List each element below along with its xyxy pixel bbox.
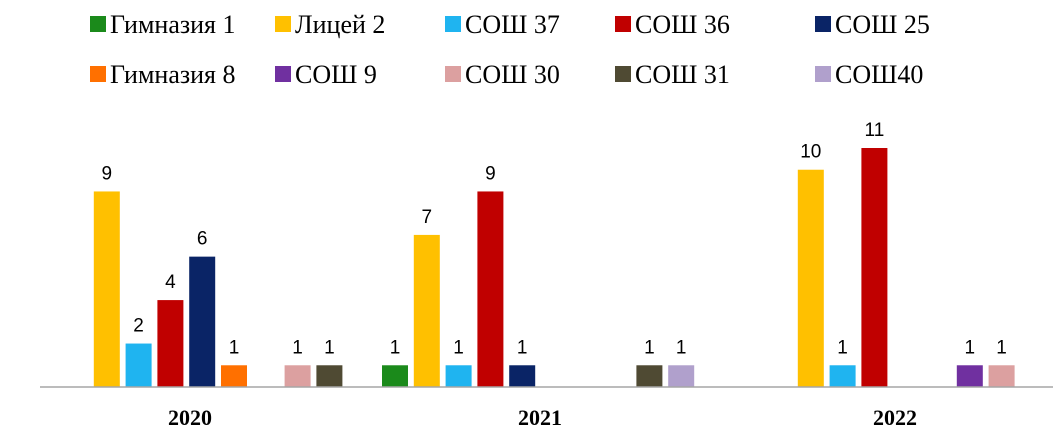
bar [636, 365, 663, 387]
legend-label: СОШ40 [835, 60, 923, 89]
bar [668, 365, 695, 387]
bar [316, 365, 343, 387]
legend-swatch [815, 66, 831, 82]
category-label: 2021 [518, 405, 562, 429]
bar [157, 300, 184, 387]
data-label: 1 [453, 337, 464, 358]
legend-label: СОШ 31 [635, 60, 730, 89]
data-label: 1 [292, 337, 303, 358]
bar [956, 365, 983, 387]
data-label: 1 [676, 337, 687, 358]
data-label: 1 [229, 337, 240, 358]
bar [382, 365, 408, 387]
legend-swatch [275, 16, 291, 32]
bar [189, 256, 216, 387]
data-label: 2 [133, 316, 144, 337]
data-label: 1 [996, 337, 1007, 358]
bar [861, 148, 888, 387]
data-label: 1 [644, 337, 655, 358]
legend-label: СОШ 37 [465, 10, 560, 39]
legend-label: СОШ 9 [295, 60, 377, 89]
legend-swatch [90, 16, 106, 32]
bar [125, 343, 152, 387]
legend-label: СОШ 36 [635, 10, 730, 39]
data-label: 9 [102, 163, 113, 184]
category-labels: 2020 2021 2022 [168, 405, 917, 429]
category-label: 2022 [873, 405, 917, 429]
legend-swatch [815, 16, 831, 32]
data-label: 1 [517, 337, 528, 358]
legend-label: Лицей 2 [295, 10, 385, 39]
bar [829, 365, 856, 387]
legend: Гимназия 1 Лицей 2 СОШ 37 СОШ 36 СОШ 25 Гимна… [90, 10, 930, 89]
data-label: 4 [165, 272, 176, 293]
legend-swatch [445, 66, 461, 82]
bar [221, 365, 247, 387]
data-label: 7 [422, 207, 433, 228]
data-label: 1 [390, 337, 401, 358]
bar [477, 191, 504, 387]
data-label: 11 [865, 120, 885, 141]
bar [797, 169, 824, 387]
legend-swatch [615, 16, 631, 32]
legend-swatch [615, 66, 631, 82]
legend-label: Гимназия 1 [110, 10, 236, 39]
data-label: 10 [800, 142, 821, 163]
data-label: 6 [197, 229, 208, 250]
data-label: 1 [965, 337, 976, 358]
bar [445, 365, 472, 387]
bar [509, 365, 536, 387]
bar [413, 234, 440, 387]
legend-swatch [275, 66, 291, 82]
data-label: 1 [324, 337, 335, 358]
data-label: 9 [485, 163, 496, 184]
legend-swatch [445, 16, 461, 32]
category-label: 2020 [168, 405, 212, 429]
bar [988, 365, 1015, 387]
legend-swatch [90, 66, 106, 82]
legend-label: Гимназия 8 [110, 60, 236, 89]
data-label: 1 [837, 337, 848, 358]
legend-label: СОШ 25 [835, 10, 930, 39]
bar [93, 191, 120, 387]
legend-label: СОШ 30 [465, 60, 560, 89]
bar [284, 365, 311, 387]
